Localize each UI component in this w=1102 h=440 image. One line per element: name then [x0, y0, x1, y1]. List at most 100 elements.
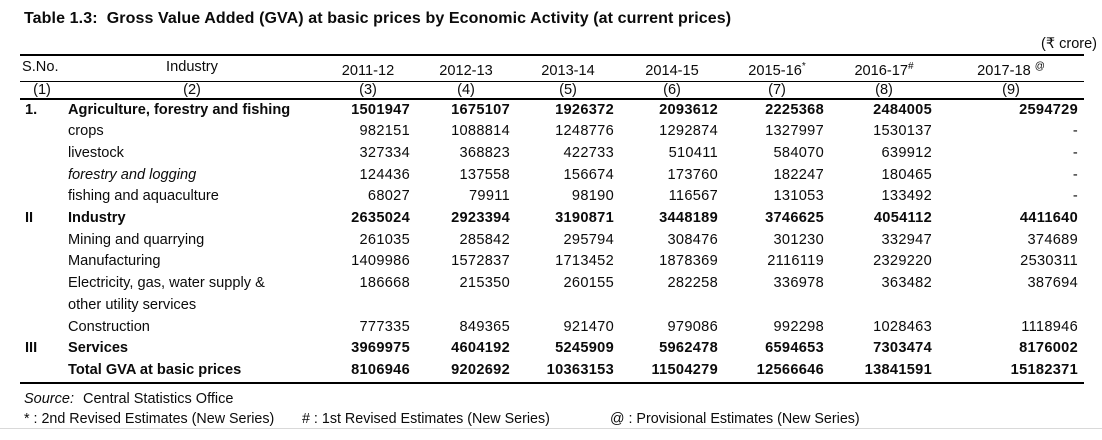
value-cell: 1118946	[1021, 318, 1078, 335]
value-cell: 1327997	[765, 123, 824, 140]
value-cell: 387694	[1027, 275, 1078, 292]
value-cell: 2329220	[873, 253, 932, 270]
value-cell: 3448189	[659, 210, 718, 227]
value-cell: 1572837	[451, 253, 510, 270]
column-header-2017-18: 2017-18 @	[938, 54, 1084, 82]
table-row: II Industry 2635024 2923394 3190871 3448189 37…	[20, 208, 1084, 230]
value-cell: 336978	[773, 275, 824, 292]
value-cell: 1088814	[451, 123, 510, 140]
value-cell: 4411640	[1019, 210, 1078, 227]
column-number: (6)	[620, 81, 724, 100]
value-cell: 3190871	[555, 210, 614, 227]
value-cell: 261035	[359, 231, 410, 248]
value-cell: 992298	[773, 318, 824, 335]
table-row: Electricity, gas, water supply & other ut…	[20, 273, 1084, 316]
value-cell: 2530311	[1020, 253, 1078, 270]
column-header-2014-15: 2014-15	[620, 54, 724, 82]
value-cell: 1675107	[451, 101, 510, 118]
value-cell: 1713452	[555, 253, 614, 270]
value-cell: 777335	[359, 318, 410, 335]
value-cell: -	[1072, 188, 1078, 205]
value-cell: 116567	[668, 188, 718, 205]
column-number: (7)	[724, 81, 830, 100]
table-row: Construction 777335 849365 921470 979086 9922…	[20, 317, 1084, 339]
value-cell: 2093612	[659, 101, 718, 118]
value-cell: 98190	[571, 188, 614, 205]
value-cell: 137558	[459, 166, 510, 183]
value-cell: 982151	[359, 123, 410, 140]
serial-number	[20, 165, 64, 187]
table-row: Mining and quarrying 261035 285842 295794 30…	[20, 230, 1084, 252]
value-cell: 332947	[881, 231, 932, 248]
column-number: (3)	[320, 81, 416, 100]
value-cell: 1248776	[555, 123, 614, 140]
serial-number	[20, 121, 64, 143]
column-number: (4)	[416, 81, 516, 100]
value-cell: 1409986	[351, 253, 410, 270]
column-number: (8)	[830, 81, 938, 100]
value-cell: 15182371	[938, 359, 1084, 384]
column-number: (9)	[938, 81, 1084, 100]
value-cell: 1926372	[555, 101, 614, 118]
serial-number	[20, 359, 64, 384]
serial-number	[20, 251, 64, 273]
value-cell: 301230	[773, 231, 824, 248]
value-cell: 510411	[668, 144, 718, 161]
industry-label: Services	[68, 340, 129, 357]
value-cell: 133492	[881, 188, 932, 205]
value-cell: 11504279	[620, 359, 724, 384]
value-cell: 10363153	[516, 359, 620, 384]
industry-label: livestock	[68, 144, 124, 161]
gva-table: S.No. Industry 2011-12 2012-13 2013-14 2014…	[20, 54, 1084, 384]
industry-label: Agriculture, forestry and fishing	[68, 101, 291, 118]
value-cell: 1878369	[659, 253, 718, 270]
table-row: crops 982151 1088814 1248776 1292874 1327997 1…	[20, 121, 1084, 143]
serial-number	[20, 317, 64, 339]
footnote-1st-revised: # : 1st Revised Estimates (New Series)	[302, 411, 550, 427]
value-cell: 282258	[667, 275, 718, 292]
industry-label: Electricity, gas, water supply & other ut…	[68, 275, 265, 313]
value-cell: 849365	[459, 318, 510, 335]
value-cell: 79911	[469, 188, 510, 205]
value-cell: 215350	[459, 275, 510, 292]
value-cell: 4604192	[451, 340, 510, 357]
value-cell: 5245909	[555, 340, 614, 357]
value-cell: 8176002	[1019, 340, 1078, 357]
value-cell: 180465	[881, 166, 932, 183]
value-cell: 308476	[667, 231, 718, 248]
value-cell: 260155	[563, 275, 614, 292]
value-cell: 2635024	[351, 210, 410, 227]
value-cell: 2225368	[765, 101, 824, 118]
footnote-provisional: @ : Provisional Estimates (New Series)	[610, 411, 860, 427]
value-cell: 13841591	[830, 359, 938, 384]
table-row: forestry and logging 124436 137558 156674 17…	[20, 165, 1084, 187]
serial-number	[20, 143, 64, 165]
value-cell: 374689	[1027, 231, 1078, 248]
value-cell: 1530137	[873, 123, 932, 140]
value-cell: 12566646	[724, 359, 830, 384]
industry-label: Industry	[68, 210, 126, 227]
value-cell: 2484005	[873, 101, 932, 118]
serial-number	[20, 273, 64, 316]
table-row: livestock 327334 368823 422733 510411 584070 6…	[20, 143, 1084, 165]
value-cell: 921470	[563, 318, 614, 335]
table-row: Manufacturing 1409986 1572837 1713452 187836…	[20, 251, 1084, 273]
column-header-industry: Industry	[64, 54, 320, 82]
serial-number: II	[25, 210, 34, 227]
serial-number: III	[25, 340, 38, 357]
value-cell: 131053	[773, 188, 824, 205]
header-row: S.No. Industry 2011-12 2012-13 2013-14 2014…	[20, 54, 1084, 82]
table-row: Total GVA at basic prices 8106946 9202692 1…	[20, 359, 1084, 384]
value-cell: 124436	[359, 166, 410, 183]
industry-label: fishing and aquaculture	[68, 188, 219, 205]
value-cell: -	[1072, 144, 1078, 161]
value-cell: 1028463	[873, 318, 932, 335]
source-label: Source:	[24, 391, 74, 407]
column-number: (2)	[64, 81, 320, 100]
column-header-sno: S.No.	[20, 54, 64, 82]
value-cell: -	[1072, 123, 1078, 140]
value-cell: -	[1072, 166, 1078, 183]
value-cell: 6594653	[765, 340, 824, 357]
source-line: Source: Central Statistics Office	[24, 391, 233, 407]
